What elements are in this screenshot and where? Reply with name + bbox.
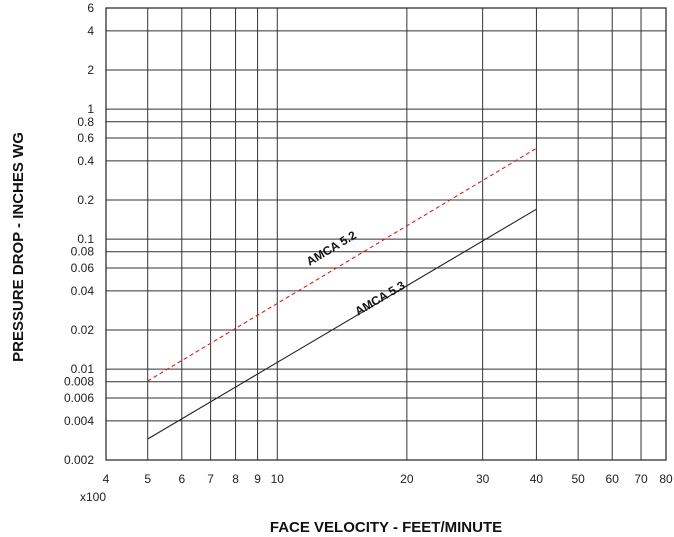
x-tick-label: 80 <box>659 472 673 486</box>
series-line-amca-5-2 <box>147 147 537 382</box>
x-tick-label: 20 <box>400 472 414 486</box>
series-label-amca-5-2: AMCA 5.2 <box>304 228 359 269</box>
y-tick-label: 0.1 <box>77 232 94 246</box>
y-tick-label: 0.006 <box>64 391 94 405</box>
y-tick-label: 0.2 <box>77 193 94 207</box>
y-tick-label: 0.8 <box>77 115 94 129</box>
series-line-amca-5-3 <box>147 208 537 440</box>
x-tick-label: 5 <box>144 472 151 486</box>
plot-frame <box>105 7 667 461</box>
x-tick-label: 4 <box>103 472 110 486</box>
y-tick-label: 0.04 <box>71 284 95 298</box>
x-multiplier-label: x100 <box>80 490 106 504</box>
x-tick-label: 60 <box>606 472 620 486</box>
series-layer: AMCA 5.2 AMCA 5.3 <box>147 147 537 440</box>
x-tick-label: 9 <box>254 472 261 486</box>
x-tick-label: 10 <box>271 472 285 486</box>
x-tick-label: 6 <box>178 472 185 486</box>
x-tick-label: 50 <box>571 472 585 486</box>
y-tick-label: 0.01 <box>71 362 95 376</box>
grid <box>105 7 667 461</box>
y-tick-label: 0.02 <box>71 323 95 337</box>
y-tick-label: 0.06 <box>71 261 95 275</box>
y-tick-label: 1 <box>87 102 94 116</box>
y-tick-label: 4 <box>87 24 94 38</box>
y-tick-label: 6 <box>87 1 94 15</box>
y-tick-label: 0.002 <box>64 453 94 467</box>
y-tick-label: 0.004 <box>64 414 94 428</box>
x-tick-labels: 4 5 6 7 8 9 10 20 30 40 50 60 70 80 <box>103 472 673 486</box>
series-label-amca-5-3: AMCA 5.3 <box>352 278 407 319</box>
x-axis-title: FACE VELOCITY - FEET/MINUTE <box>270 519 502 536</box>
x-tick-label: 40 <box>530 472 544 486</box>
y-tick-label: 0.008 <box>64 375 94 389</box>
x-tick-label: 70 <box>634 472 648 486</box>
y-tick-label: 0.6 <box>77 131 94 145</box>
x-tick-label: 8 <box>232 472 239 486</box>
y-tick-label: 2 <box>87 63 94 77</box>
y-axis-title: PRESSURE DROP - INCHES WG <box>10 132 27 362</box>
y-tick-label: 0.08 <box>71 245 95 259</box>
y-tick-label: 0.4 <box>77 154 94 168</box>
x-tick-label: 7 <box>207 472 214 486</box>
x-tick-label: 30 <box>476 472 490 486</box>
